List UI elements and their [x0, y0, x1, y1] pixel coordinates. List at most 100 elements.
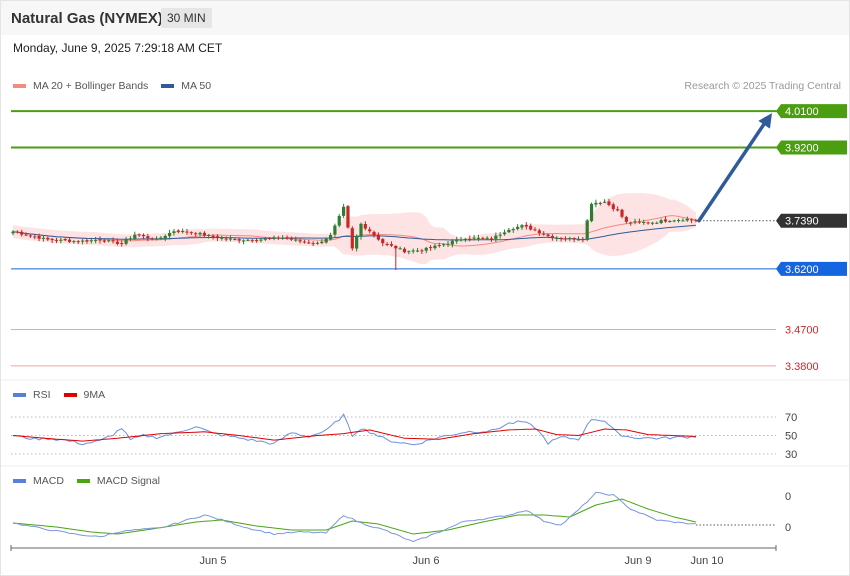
candle-body [576, 239, 581, 241]
level-label-target: 4.0100 [785, 106, 819, 118]
candle-body [268, 238, 272, 240]
candle-body [315, 242, 320, 244]
candle-body [398, 248, 402, 250]
candle-body [294, 239, 298, 241]
candle-body [402, 248, 407, 253]
candle-body [128, 238, 133, 240]
candle-body [415, 250, 420, 252]
candle-body [185, 231, 189, 233]
rsi-tick-label: 50 [785, 431, 797, 443]
candle-body [668, 220, 672, 222]
candle-body [598, 202, 602, 204]
legend-label: 9MA [83, 389, 106, 401]
candle-body [498, 234, 502, 236]
legend-ma20-bollinger: MA 20 + Bollinger Bands [13, 80, 148, 92]
candle-body [620, 209, 624, 217]
candle-body [672, 220, 676, 222]
legend-macd: MACD [13, 475, 64, 487]
candle-body [307, 242, 311, 244]
candle-body [589, 203, 594, 222]
candle-body [41, 237, 46, 239]
interval-badge[interactable]: 30 MIN [161, 8, 212, 28]
candle-body [37, 236, 41, 239]
candle-body [385, 243, 389, 245]
candle-body [537, 230, 541, 234]
legend-label: MA 50 [181, 80, 212, 92]
macd-tick-label: 0 [785, 522, 791, 534]
candle-body [67, 239, 72, 242]
candle-body [124, 239, 128, 244]
candle-body [481, 238, 485, 240]
candle-body [502, 232, 507, 235]
candle-body [663, 219, 668, 222]
candle-body [137, 234, 141, 236]
macd-signal-line [12, 498, 697, 535]
candle-body [372, 231, 376, 236]
candle-body [168, 232, 172, 237]
candle-body [328, 235, 333, 240]
candle-body [120, 243, 124, 245]
legend-swatch [161, 84, 175, 88]
candle-body [350, 228, 354, 249]
candle-body [446, 243, 450, 245]
candle-body [337, 215, 341, 226]
projection-arrowhead [758, 113, 772, 129]
candle-body [559, 238, 563, 240]
candle-body [111, 240, 115, 242]
candle-body [585, 220, 589, 240]
candle-body [529, 225, 533, 230]
rsi-legend: RSI 9MA [13, 389, 118, 401]
candle-body [433, 245, 437, 249]
candle-body [690, 219, 694, 221]
candle-body [302, 241, 307, 243]
macd-line [12, 491, 696, 543]
candle-body [603, 201, 607, 203]
candle-body [98, 239, 102, 241]
candle-body [407, 251, 411, 253]
candle-body [33, 236, 37, 238]
candle-body [646, 222, 650, 224]
candle-body [624, 216, 628, 222]
candle-body [376, 234, 380, 240]
candle-body [442, 244, 446, 246]
candle-body [676, 219, 681, 221]
candle-body [594, 202, 598, 205]
level-label-support: 3.4700 [785, 324, 819, 336]
candle-body [281, 237, 285, 239]
candle-body [241, 240, 246, 242]
legend-label: MA 20 + Bollinger Bands [33, 80, 149, 92]
legend-macd-signal: MACD Signal [76, 475, 160, 487]
legend-swatch [63, 393, 77, 397]
candle-body [485, 237, 489, 239]
candle-body [611, 204, 615, 210]
macd-legend: MACD MACD Signal [13, 475, 173, 487]
timestamp: Monday, June 9, 2025 7:29:18 AM CET [13, 41, 223, 55]
candle-body [363, 224, 367, 229]
legend-rsi-9ma: 9MA [63, 389, 106, 401]
candle-body [320, 241, 324, 244]
candle-body [607, 201, 611, 206]
rsi-tick-label: 30 [785, 449, 797, 461]
candle-body [311, 243, 315, 245]
candle-body [94, 240, 98, 242]
candle-body [681, 220, 685, 222]
legend-label: MACD Signal [96, 475, 160, 487]
legend-swatch [13, 393, 26, 397]
candle-body [642, 222, 646, 224]
candle-body [150, 238, 154, 240]
candle-body [355, 236, 359, 249]
candle-body [489, 238, 494, 240]
candle-body [542, 233, 546, 235]
candle-body [472, 237, 476, 239]
candle-body [246, 239, 250, 241]
candle-body [450, 240, 454, 245]
candle-body [224, 238, 228, 240]
candle-body [276, 237, 280, 239]
legend-label: MACD [33, 475, 64, 487]
candle-body [476, 237, 481, 239]
candle-body [381, 239, 385, 244]
level-label-pivot: 3.6200 [785, 264, 819, 276]
macd-tick-label: 0 [785, 491, 791, 503]
candle-body [141, 234, 146, 237]
candle-body [494, 235, 498, 239]
